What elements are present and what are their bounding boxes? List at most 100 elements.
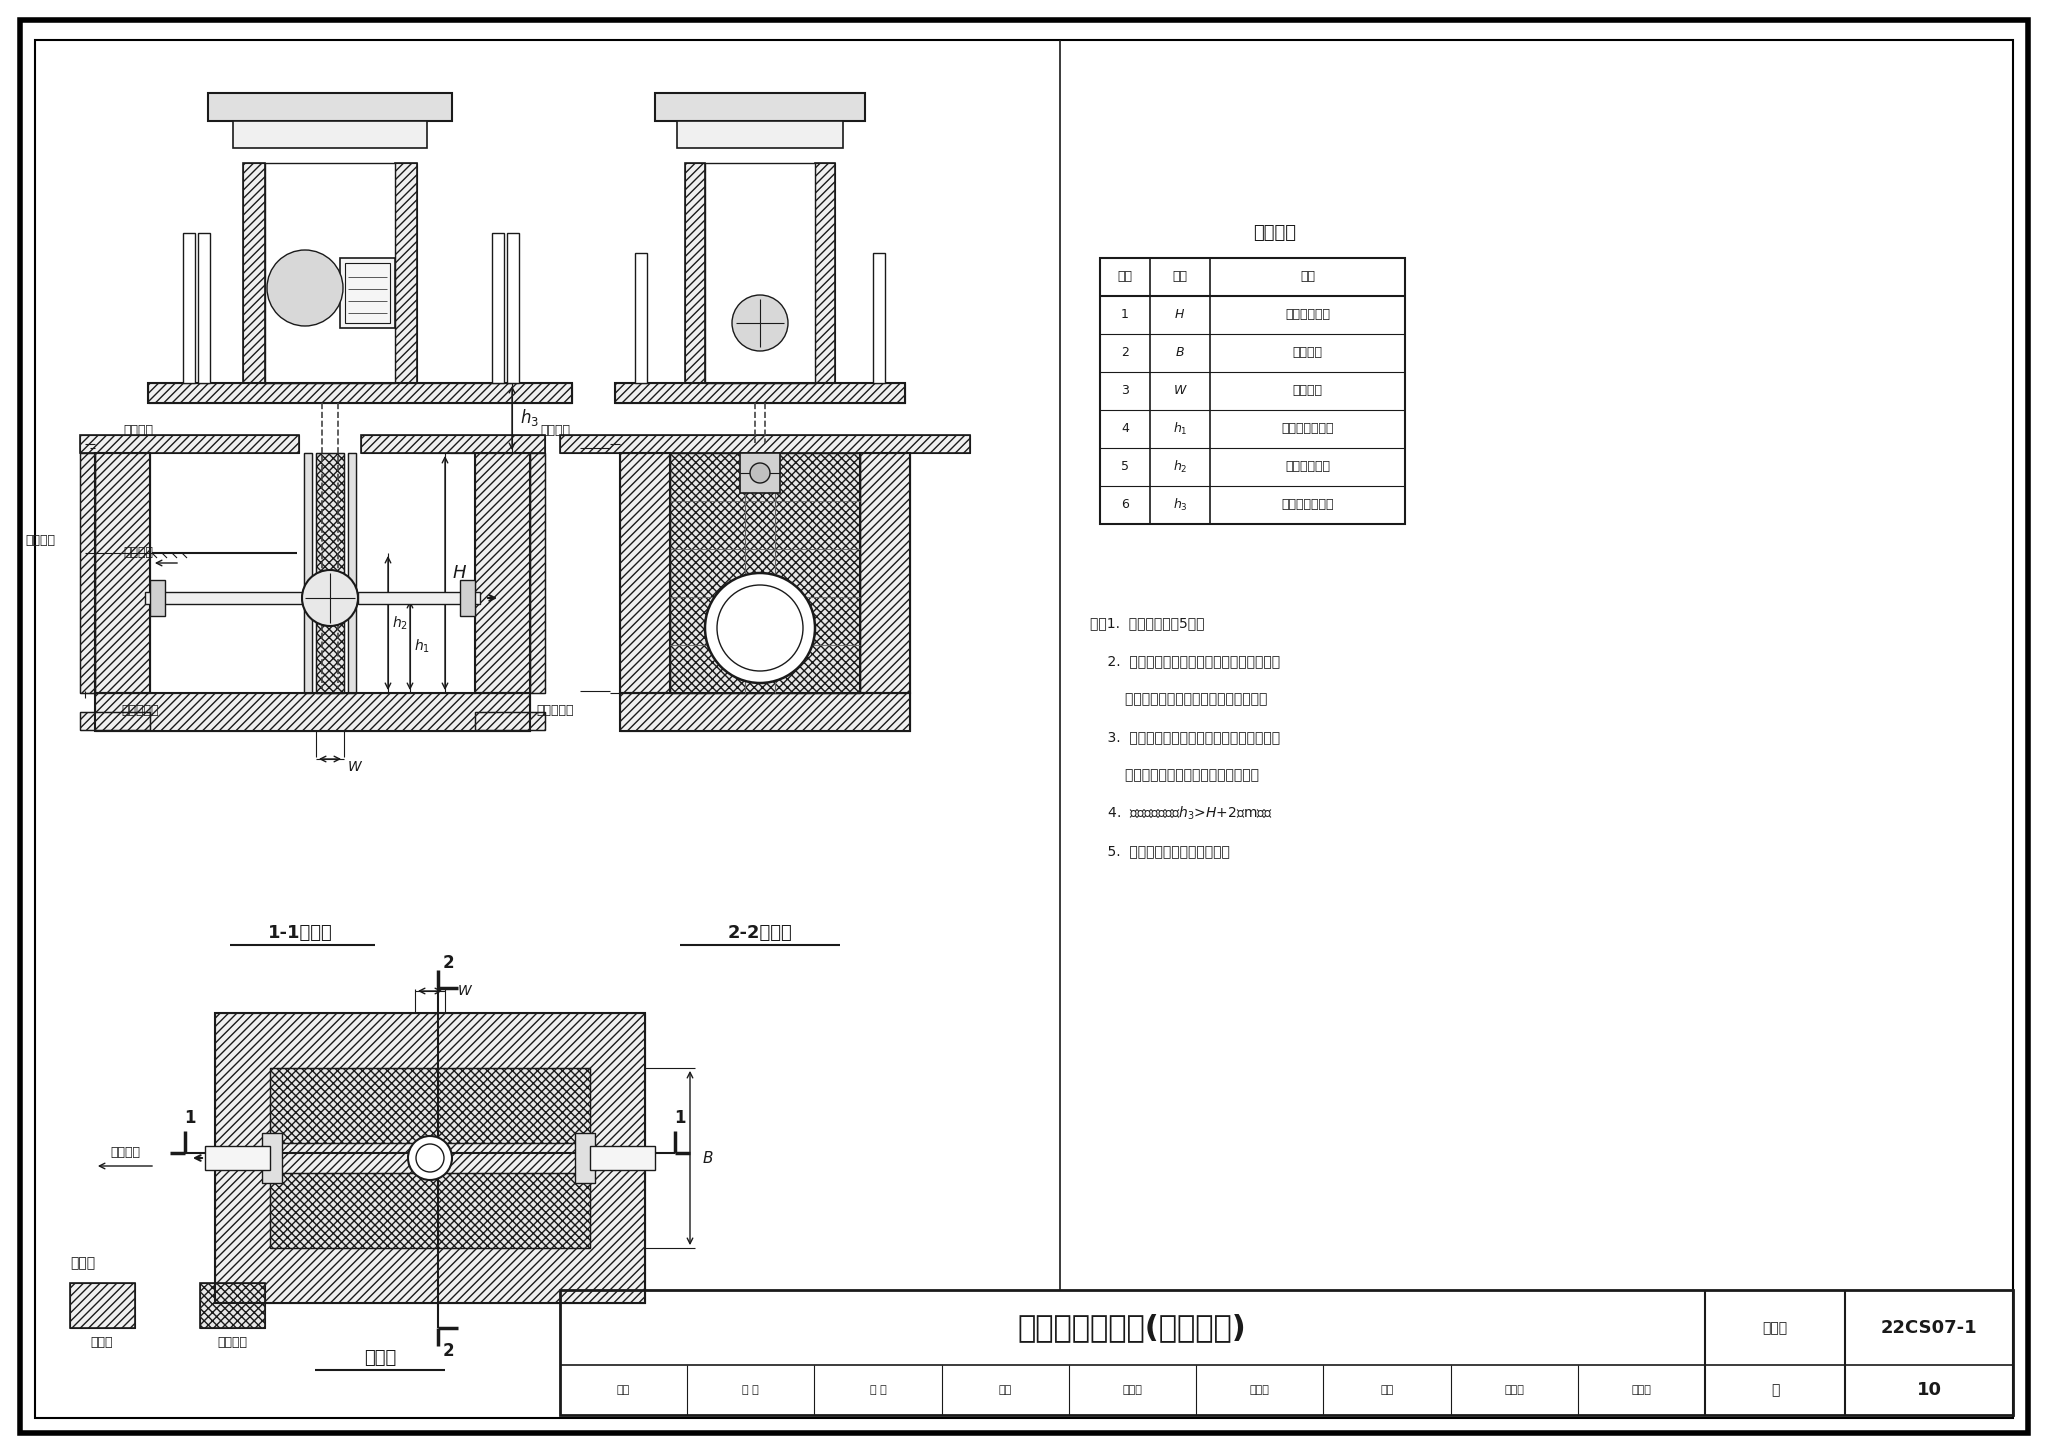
Text: 1: 1 [184,1109,197,1128]
Bar [340,259,395,328]
Text: 4.  启闭机安装高度$h_3$>$H$+2（m）。: 4. 启闭机安装高度$h_3$>$H$+2（m）。 [1090,805,1274,822]
Bar [205,1146,270,1170]
Text: 设计: 设计 [1380,1385,1393,1395]
Circle shape [266,250,342,325]
Bar [559,434,971,453]
Bar [508,232,518,384]
Bar [559,1290,2013,1415]
Circle shape [731,295,788,352]
Text: 2: 2 [442,955,455,972]
Text: $B$: $B$ [1176,346,1186,359]
Bar [94,453,150,693]
Bar [303,453,311,693]
Text: 序号: 序号 [1118,270,1133,283]
Bar [348,453,356,693]
Bar [199,232,211,384]
Text: $H$: $H$ [453,564,467,583]
Bar [262,1133,283,1183]
Bar [684,163,705,384]
Bar [621,453,670,693]
Text: 2: 2 [442,1343,455,1360]
Bar [80,434,299,453]
Bar [215,1013,645,1303]
Bar [150,580,166,616]
Bar [209,93,453,121]
Bar [530,453,545,693]
Text: $h_2$: $h_2$ [1174,459,1188,475]
Text: 李 靖: 李 靖 [743,1385,760,1395]
Text: $h_3$: $h_3$ [1174,497,1188,513]
Text: 阀室底高程: 阀室底高程 [121,705,160,718]
Bar [1100,259,1405,525]
Text: 闸泵淹没深度: 闸泵淹没深度 [1284,461,1329,474]
Text: 图集号: 图集号 [1763,1321,1788,1335]
Bar [590,1146,655,1170]
Text: 混凝土: 混凝土 [90,1337,113,1350]
Text: 校对: 校对 [999,1385,1012,1395]
Text: 河岸高程: 河岸高程 [123,424,154,437]
Text: 闸门厚度: 闸门厚度 [1292,385,1323,398]
Text: 2.  根据设计需要，可选择单闸双泵，或单闸: 2. 根据设计需要，可选择单闸双泵，或单闸 [1090,654,1280,668]
Text: 4: 4 [1120,423,1128,436]
Bar [358,591,479,604]
Text: 22CS07-1: 22CS07-1 [1880,1319,1976,1337]
Bar [244,163,264,384]
Text: $B$: $B$ [702,1149,715,1165]
Text: 强排方向: 强排方向 [123,546,154,559]
Text: 守芳仪: 守芳仪 [1503,1385,1524,1395]
Bar [815,163,836,384]
Bar [614,384,905,402]
Bar [201,1283,264,1328]
Bar [395,163,418,384]
Text: 闸孔宽度: 闸孔宽度 [1292,346,1323,359]
Bar [94,693,530,731]
Text: 3: 3 [1120,385,1128,398]
Text: 强排方向: 强排方向 [111,1146,139,1159]
Text: 阀室底高程: 阀室底高程 [537,705,573,718]
Text: 停泵液位: 停泵液位 [25,535,55,548]
Bar [201,1283,264,1328]
Bar [233,121,426,148]
Bar [635,253,647,384]
Bar [215,1013,645,1303]
Bar [244,163,264,384]
Bar [270,1068,590,1248]
Bar [360,434,545,453]
Text: $h_1$: $h_1$ [1174,421,1188,437]
Text: 5.  本图适用于单向输水工况。: 5. 本图适用于单向输水工况。 [1090,844,1231,859]
Bar [559,434,971,453]
Text: 泵闸系统示意图(垂直上拉): 泵闸系统示意图(垂直上拉) [1018,1314,1247,1343]
Bar [575,1133,596,1183]
Bar [475,453,530,693]
Bar [270,1144,590,1173]
Bar [70,1283,135,1328]
Bar [80,712,150,729]
Text: 弓义青: 弓义青 [1249,1385,1270,1395]
Bar [461,580,475,616]
Bar [348,453,356,693]
Bar [815,163,836,384]
Bar [145,591,301,604]
Text: $H$: $H$ [1174,308,1186,321]
Text: 1: 1 [1120,308,1128,321]
Bar [705,163,815,384]
Text: 2-2剖面图: 2-2剖面图 [727,924,793,942]
Bar [678,121,844,148]
Bar [475,712,545,729]
Bar [94,693,530,731]
Text: $W$: $W$ [346,760,362,774]
Text: 工作闸门高度: 工作闸门高度 [1284,308,1329,321]
Bar [621,453,670,693]
Bar [475,453,530,693]
Circle shape [408,1136,453,1180]
Text: 5: 5 [1120,461,1128,474]
Circle shape [750,464,770,482]
Text: 刘文骞: 刘文骞 [1122,1385,1143,1395]
Text: 金 靖: 金 靖 [870,1385,887,1395]
Text: 说明: 说明 [1300,270,1315,283]
Bar [147,384,571,402]
Text: 1-1剖面图: 1-1剖面图 [268,924,332,942]
Text: 启闭机安装高度: 启闭机安装高度 [1282,498,1333,511]
Text: 二次浇筑: 二次浇筑 [217,1337,248,1350]
Text: 3.  卷扬启闭机可根据要求选择单吊点或双吊: 3. 卷扬启闭机可根据要求选择单吊点或双吊 [1090,729,1280,744]
